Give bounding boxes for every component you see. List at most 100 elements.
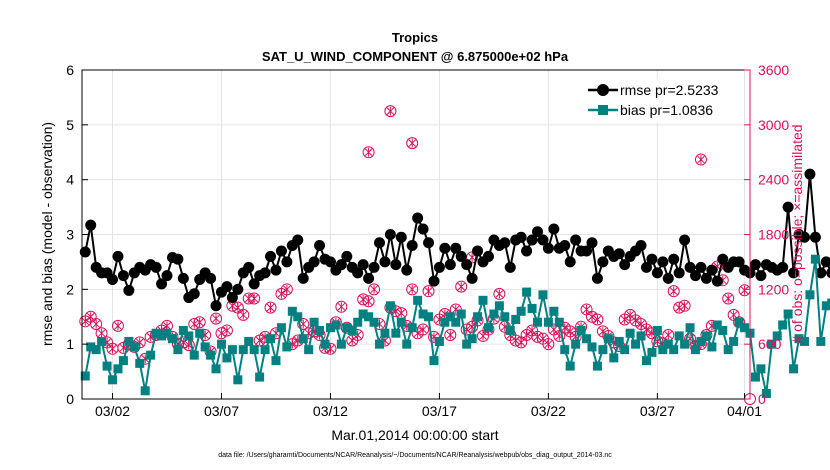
bias-point (712, 320, 722, 330)
bias-point (233, 375, 243, 385)
rmse-point (570, 234, 582, 246)
obs-assimilated-point (266, 303, 275, 313)
bias-point (816, 336, 826, 346)
obs-assimilated-point (195, 317, 204, 327)
rmse-point (444, 259, 456, 271)
bias-point (135, 358, 145, 368)
bias-point (794, 334, 804, 344)
obs-assimilated-point (495, 289, 504, 299)
chart-title: Tropics (392, 30, 438, 45)
bias-point (364, 312, 374, 322)
obs-assimilated-point (446, 330, 455, 340)
bias-point (91, 345, 101, 355)
rmse-point (804, 168, 816, 180)
bias-point (80, 371, 90, 381)
y-tick-label: 2 (66, 281, 74, 297)
obs-outlier-point (384, 105, 397, 118)
bias-point (652, 325, 662, 335)
bias-point (500, 312, 510, 322)
rmse-point (156, 278, 168, 290)
obs-possible-point (444, 329, 457, 342)
obs-outlier-cross (408, 138, 417, 148)
obs-assimilated-point (729, 310, 738, 320)
rmse-point (515, 231, 527, 243)
bias-point (516, 306, 526, 316)
obs-possible-point (667, 285, 680, 298)
bias-point (211, 364, 221, 374)
rmse-point (379, 256, 391, 268)
rmse-point (455, 250, 467, 262)
obs-possible-point (449, 303, 462, 316)
legend-bias-label: bias pr=1.0836 (620, 102, 713, 118)
bias-point (614, 336, 624, 346)
obs-assimilated-point (277, 289, 286, 299)
obs-assimilated-point (549, 325, 558, 335)
y2-tick-label: 3600 (758, 62, 789, 78)
rmse-point (112, 250, 124, 262)
rmse-point (700, 272, 712, 284)
rmse-point (406, 239, 418, 251)
y-tick-label: 6 (66, 62, 74, 78)
bias-point (304, 345, 314, 355)
bias-point (505, 325, 515, 335)
x-tick-label: 03/02 (95, 403, 130, 419)
bias-point (276, 323, 286, 333)
rmse-point (248, 278, 260, 290)
obs-possible-point (351, 329, 364, 342)
bias-point (391, 328, 401, 338)
rmse-point (788, 267, 800, 279)
bias-point (565, 361, 575, 371)
rmse-point (684, 261, 696, 273)
obs-assimilated-point (511, 336, 520, 346)
rmse-point (297, 272, 309, 284)
bias-point (658, 345, 668, 355)
obs-assimilated-point (620, 314, 629, 324)
obs-assimilated-point (593, 314, 602, 324)
rmse-point (777, 261, 789, 273)
bias-point (227, 345, 237, 355)
obs-assimilated-point (359, 294, 368, 304)
rmse-point (221, 281, 233, 293)
bias-point (167, 334, 177, 344)
bias-point (598, 345, 608, 355)
obs-possible-point (297, 318, 310, 331)
x-axis-ticks: 03/02 03/07 03/12 03/17 03/22 03/27 04/01 (95, 393, 762, 419)
bias-point (124, 336, 134, 346)
obs-possible-point (493, 287, 506, 300)
rmse-point (472, 245, 484, 257)
bias-point (298, 334, 308, 344)
rmse-point (559, 239, 571, 251)
rmse-point (586, 237, 598, 249)
legend: rmse pr=2.5233 bias pr=1.0836 (582, 78, 744, 122)
rmse-point (363, 272, 375, 284)
bias-point (761, 389, 771, 399)
bias-point (222, 353, 232, 363)
x-axis-label: Mar.01,2014 00:00:00 start (331, 427, 498, 443)
bias-point (522, 287, 532, 297)
bias-point (674, 331, 684, 341)
rmse-point (755, 270, 767, 282)
bias-point (102, 361, 112, 371)
bias-point (625, 328, 635, 338)
bias-point (778, 320, 788, 330)
obs-assimilated-point (108, 344, 117, 354)
rmse-point (433, 261, 445, 273)
legend-rmse-marker (597, 84, 609, 96)
bias-point (260, 345, 270, 355)
y-tick-label: 4 (66, 172, 74, 188)
y2-tick-label: 1200 (758, 281, 789, 297)
bias-point (244, 336, 254, 346)
bias-point (669, 345, 679, 355)
bias-point (647, 347, 657, 357)
bias-point (200, 342, 210, 352)
bias-point (799, 336, 809, 346)
bias-point (113, 364, 123, 374)
rmse-point (205, 272, 217, 284)
x-tick-label: 03/07 (204, 403, 239, 419)
rmse-point (341, 250, 353, 262)
obs-possible-point (111, 319, 124, 332)
rmse-point (384, 229, 396, 240)
bias-point (407, 323, 417, 333)
bias-point (195, 328, 205, 338)
